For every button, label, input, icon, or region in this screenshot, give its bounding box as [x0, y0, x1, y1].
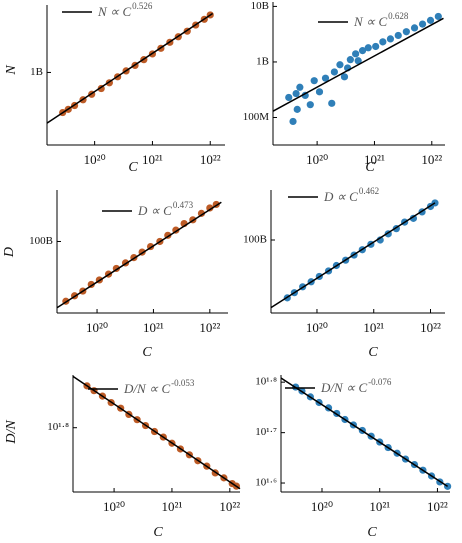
- x-tick-label: 10²²: [427, 499, 448, 514]
- legend-exponent: -0.076: [368, 377, 392, 387]
- legend-label: N ∝ C: [97, 4, 131, 19]
- legend-label: D/N ∝ C: [320, 380, 367, 395]
- point: [402, 28, 410, 36]
- legend-label: D ∝ C: [137, 203, 172, 218]
- point: [372, 42, 380, 51]
- y-axis-label: N: [4, 65, 19, 76]
- point: [206, 204, 214, 212]
- x-tick-label: 10²⁰: [84, 152, 106, 167]
- x-tick-label: 10²²: [199, 320, 220, 335]
- point: [358, 47, 367, 55]
- point: [431, 199, 439, 207]
- fit-line: [72, 375, 241, 490]
- point: [394, 31, 402, 40]
- legend-exponent: 0.473: [173, 200, 194, 210]
- x-axis-label: C: [128, 160, 138, 175]
- x-tick-label: 10²¹: [143, 320, 164, 335]
- x-tick-label: 10²²: [421, 152, 442, 167]
- y-tick-label: 1B: [256, 55, 269, 67]
- point: [306, 101, 314, 109]
- point: [328, 99, 336, 107]
- legend-exponent: 0.462: [359, 186, 379, 196]
- fit-line: [56, 201, 222, 309]
- y-tick-label: 100B: [243, 234, 267, 246]
- x-tick-label: 10²²: [420, 320, 441, 335]
- x-axis-label: C: [365, 160, 375, 175]
- point: [301, 91, 309, 100]
- legend-label: D/N ∝ C: [123, 381, 170, 396]
- x-tick-label: 10²¹: [162, 499, 183, 514]
- x-tick-label: 10²²: [219, 499, 240, 514]
- x-axis-label: C: [153, 525, 163, 540]
- point: [418, 20, 427, 28]
- fit-line: [272, 17, 444, 112]
- point: [292, 89, 300, 98]
- y-tick-label: 10B: [251, 0, 269, 12]
- y-tick-label: 1B: [30, 66, 43, 78]
- point: [352, 50, 360, 58]
- y-tick-label: 10¹·⁷: [255, 426, 277, 438]
- point: [426, 16, 435, 24]
- x-tick-label: 10²¹: [142, 152, 163, 167]
- point: [330, 68, 338, 76]
- legend-exponent: 0.526: [132, 1, 153, 11]
- y-tick-label: 10¹·⁸: [47, 421, 69, 433]
- point: [409, 214, 418, 222]
- point: [197, 209, 206, 217]
- point: [315, 88, 324, 96]
- x-axis-label: C: [142, 345, 152, 360]
- point: [379, 38, 387, 46]
- x-tick-label: 10²⁰: [311, 499, 333, 514]
- y-axis-label: D/N: [4, 420, 19, 445]
- point: [354, 57, 362, 65]
- x-tick-label: 10²⁰: [306, 320, 328, 335]
- y-tick-label: 100M: [243, 111, 270, 123]
- x-tick-label: 10²²: [200, 152, 221, 167]
- x-axis-label: C: [367, 525, 377, 540]
- fit-line: [46, 12, 214, 124]
- x-tick-label: 10²¹: [369, 499, 390, 514]
- point: [434, 12, 442, 21]
- x-axis-label: C: [368, 345, 378, 360]
- point: [336, 61, 344, 69]
- legend-exponent: 0.628: [388, 11, 409, 21]
- point: [296, 83, 304, 91]
- point: [346, 56, 354, 64]
- point: [310, 77, 318, 85]
- point: [410, 24, 419, 32]
- x-tick-label: 10²¹: [364, 152, 385, 167]
- fit-line: [270, 202, 436, 309]
- x-tick-label: 10²¹: [363, 320, 384, 335]
- point: [364, 44, 372, 52]
- fit-line: [280, 377, 449, 487]
- x-tick-label: 10²⁰: [86, 320, 108, 335]
- point: [285, 93, 293, 102]
- legend-label: D ∝ C: [323, 189, 358, 204]
- point: [293, 105, 301, 113]
- point: [321, 74, 330, 82]
- y-tick-label: 100B: [29, 235, 53, 247]
- point: [340, 73, 349, 81]
- point: [289, 117, 297, 126]
- y-tick-label: 10¹·⁶: [255, 477, 277, 489]
- y-tick-label: 10¹·⁸: [255, 376, 277, 388]
- x-tick-label: 10²⁰: [306, 152, 328, 167]
- point: [386, 35, 395, 43]
- legend-exponent: -0.053: [171, 378, 195, 388]
- legend-label: N ∝ C: [353, 14, 387, 29]
- y-axis-label: D: [2, 247, 17, 258]
- x-tick-label: 10²⁰: [103, 499, 125, 514]
